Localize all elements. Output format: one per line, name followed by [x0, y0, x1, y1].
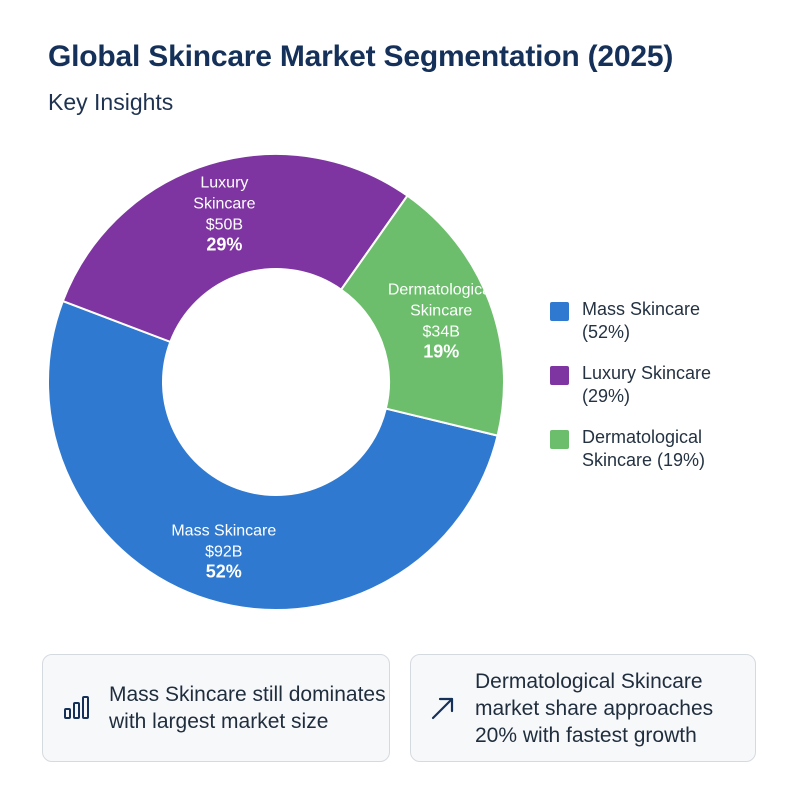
- slice-label-luxury-line-1: Skincare: [193, 196, 255, 213]
- slice-label-luxury-line-0: Luxury: [200, 175, 248, 192]
- slice-label-mass-line-2: 52%: [206, 562, 242, 582]
- donut-slice-luxury: [61, 153, 409, 344]
- insight-text-mass: Mass Skincare still dominates with large…: [109, 683, 386, 733]
- slice-label-luxury-line-2: $50B: [206, 217, 243, 234]
- insight-card-dermatological: Dermatological Skincare market share app…: [410, 654, 756, 762]
- legend-item-mass: Mass Skincare (52%): [550, 298, 780, 344]
- chart-title: Global Skincare Market Segmentation (202…: [48, 40, 674, 73]
- legend-label-mass: Mass Skincare (52%): [582, 299, 701, 342]
- legend-label-dermatological: Dermatological Skincare (19%): [582, 427, 706, 470]
- slice-label-luxury-line-3: 29%: [206, 235, 242, 255]
- legend-item-luxury: Luxury Skincare (29%): [550, 362, 780, 408]
- legend-swatch-mass: [550, 302, 569, 321]
- bar-chart-icon: [53, 695, 101, 721]
- insight-text-dermatological: Dermatological Skincare market share app…: [475, 669, 714, 747]
- legend-swatch-luxury: [550, 366, 569, 385]
- slice-label-dermatological-line-2: $34B: [423, 323, 460, 340]
- slice-label-mass-line-1: $92B: [205, 544, 242, 561]
- legend: Mass Skincare (52%) Luxury Skincare (29%…: [550, 298, 780, 490]
- donut-slice-dermatological: [339, 194, 505, 437]
- slice-label-dermatological-line-0: Dermatological: [388, 281, 495, 298]
- chart-subtitle: Key Insights: [48, 89, 174, 115]
- slice-label-dermatological-line-3: 19%: [423, 341, 459, 361]
- insight-card-mass: Mass Skincare still dominates with large…: [42, 654, 390, 762]
- donut-slice-mass: [47, 299, 499, 611]
- legend-item-dermatological: Dermatological Skincare (19%): [550, 426, 780, 472]
- trend-arrow-icon: [419, 693, 467, 723]
- legend-label-luxury: Luxury Skincare (29%): [582, 363, 712, 406]
- legend-swatch-dermatological: [550, 430, 569, 449]
- slice-label-dermatological-line-1: Skincare: [410, 302, 472, 319]
- slice-label-mass-line-0: Mass Skincare: [171, 523, 276, 540]
